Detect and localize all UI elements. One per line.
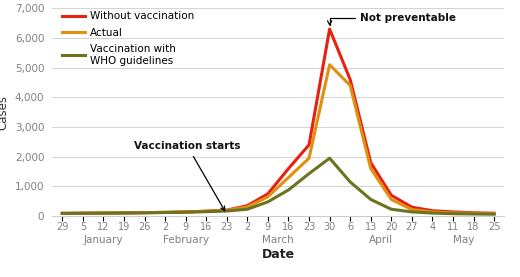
Vaccination with
WHO guidelines xyxy=(121,211,127,215)
Actual xyxy=(224,209,230,212)
Vaccination with
WHO guidelines xyxy=(450,212,456,215)
Actual xyxy=(491,212,497,215)
Without vaccination xyxy=(141,211,148,214)
Actual xyxy=(183,210,189,214)
Without vaccination xyxy=(471,211,477,214)
X-axis label: Date: Date xyxy=(262,248,295,261)
Line: Vaccination with
WHO guidelines: Vaccination with WHO guidelines xyxy=(62,158,494,214)
Without vaccination xyxy=(285,167,292,170)
Line: Without vaccination: Without vaccination xyxy=(62,29,494,213)
Vaccination with
WHO guidelines xyxy=(80,212,86,215)
Vaccination with
WHO guidelines xyxy=(183,211,189,214)
Without vaccination xyxy=(162,211,168,214)
Vaccination with
WHO guidelines xyxy=(162,211,168,214)
Actual xyxy=(203,210,210,213)
Actual xyxy=(141,211,148,214)
Actual xyxy=(285,176,292,179)
Without vaccination xyxy=(121,211,127,215)
Vaccination with
WHO guidelines xyxy=(224,209,230,213)
Without vaccination xyxy=(388,194,394,197)
Without vaccination xyxy=(327,27,333,31)
Vaccination with
WHO guidelines xyxy=(327,157,333,160)
Vaccination with
WHO guidelines xyxy=(347,180,353,184)
Without vaccination xyxy=(100,211,107,215)
Actual xyxy=(121,211,127,215)
Without vaccination xyxy=(368,161,374,164)
Without vaccination xyxy=(306,143,312,147)
Actual xyxy=(450,211,456,214)
Without vaccination xyxy=(80,212,86,215)
Vaccination with
WHO guidelines xyxy=(100,211,107,215)
Legend: Without vaccination, Actual, Vaccination with
WHO guidelines: Without vaccination, Actual, Vaccination… xyxy=(62,11,194,66)
Actual xyxy=(347,84,353,87)
Vaccination with
WHO guidelines xyxy=(141,211,148,214)
Without vaccination xyxy=(450,210,456,214)
Without vaccination xyxy=(183,210,189,214)
Actual xyxy=(244,205,251,209)
Vaccination with
WHO guidelines xyxy=(388,207,394,211)
Without vaccination xyxy=(224,209,230,212)
Vaccination with
WHO guidelines xyxy=(59,212,66,215)
Actual xyxy=(265,195,271,198)
Vaccination with
WHO guidelines xyxy=(491,212,497,216)
Actual xyxy=(409,208,415,211)
Vaccination with
WHO guidelines xyxy=(368,198,374,201)
Vaccination with
WHO guidelines xyxy=(306,172,312,175)
Actual xyxy=(162,211,168,214)
Actual xyxy=(327,63,333,66)
Without vaccination xyxy=(430,209,436,212)
Line: Actual: Actual xyxy=(62,65,494,214)
Without vaccination xyxy=(409,206,415,209)
Actual xyxy=(471,212,477,215)
Vaccination with
WHO guidelines xyxy=(285,188,292,192)
Text: Not preventable: Not preventable xyxy=(328,13,457,25)
Vaccination with
WHO guidelines xyxy=(409,210,415,214)
Actual xyxy=(430,210,436,214)
Vaccination with
WHO guidelines xyxy=(203,210,210,213)
Vaccination with
WHO guidelines xyxy=(265,200,271,204)
Vaccination with
WHO guidelines xyxy=(244,207,251,211)
Without vaccination xyxy=(265,192,271,196)
Actual xyxy=(388,198,394,201)
Vaccination with
WHO guidelines xyxy=(430,211,436,215)
Actual xyxy=(59,212,66,215)
Y-axis label: Cases: Cases xyxy=(0,95,9,130)
Actual xyxy=(100,211,107,215)
Vaccination with
WHO guidelines xyxy=(471,212,477,216)
Without vaccination xyxy=(203,209,210,213)
Actual xyxy=(80,212,86,215)
Without vaccination xyxy=(244,204,251,207)
Actual xyxy=(368,167,374,170)
Without vaccination xyxy=(59,212,66,215)
Without vaccination xyxy=(347,78,353,81)
Actual xyxy=(306,157,312,160)
Text: Vaccination starts: Vaccination starts xyxy=(134,141,241,211)
Without vaccination xyxy=(491,212,497,215)
